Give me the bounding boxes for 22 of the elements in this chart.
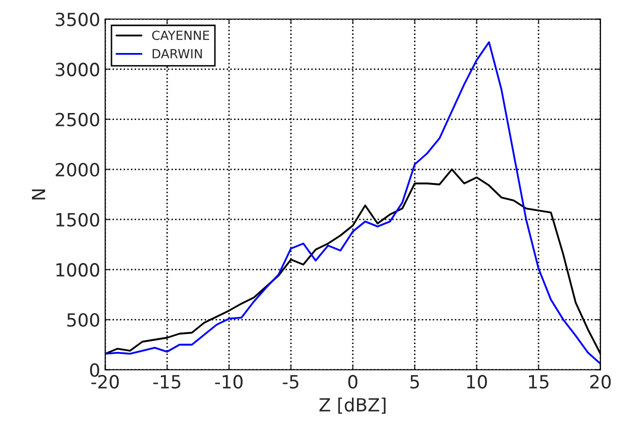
x-tick-label: 10 [467, 374, 487, 389]
legend-label: DARWIN [152, 49, 202, 58]
y-tick-label: 2500 [56, 112, 100, 126]
x-tick-label: -15 [153, 375, 180, 389]
x-tick-label: 20 [590, 374, 611, 389]
x-axis-title: Z [dBZ] [319, 398, 386, 414]
y-tick-label: 1500 [56, 212, 100, 227]
x-tick-label: -10 [215, 374, 243, 389]
x-tick-label: 15 [529, 375, 548, 389]
x-tick-label: 5 [410, 375, 419, 389]
legend-label: CAYENNE [152, 30, 210, 40]
y-tick-label: 0 [90, 363, 100, 377]
x-tick-label: -5 [282, 375, 298, 389]
x-tick-label: -20 [91, 374, 119, 389]
y-tick-label: 3000 [56, 62, 100, 76]
y-tick-label: 2000 [56, 162, 100, 177]
y-tick-label: 500 [67, 313, 100, 327]
y-tick-label: 3500 [56, 12, 100, 26]
line-series [105, 41, 600, 365]
x-tick-label: 0 [348, 374, 358, 389]
y-tick-label: 1000 [56, 263, 100, 277]
y-axis-title: N [32, 189, 46, 200]
